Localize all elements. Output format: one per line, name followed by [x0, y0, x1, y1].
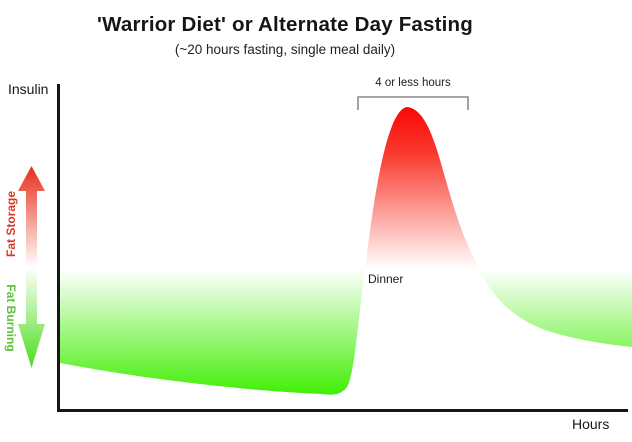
chart-title: 'Warrior Diet' or Alternate Day Fasting [97, 13, 473, 36]
fat-burning-label: Fat Burning [4, 284, 18, 352]
eating-window-label: 4 or less hours [375, 77, 451, 89]
insulin-area-curve [60, 107, 632, 395]
fat-storage-label: Fat Storage [4, 191, 18, 258]
dinner-label: Dinner [368, 272, 404, 286]
x-axis-label: Hours [572, 416, 610, 432]
x-axis-line [57, 409, 628, 412]
y-axis-line [57, 84, 60, 412]
chart-subtitle: (~20 hours fasting, single meal daily) [174, 42, 396, 57]
y-axis-label: Insulin [8, 81, 49, 97]
fat-storage-burning-arrow [18, 166, 45, 368]
eating-window-bracket [357, 96, 469, 110]
